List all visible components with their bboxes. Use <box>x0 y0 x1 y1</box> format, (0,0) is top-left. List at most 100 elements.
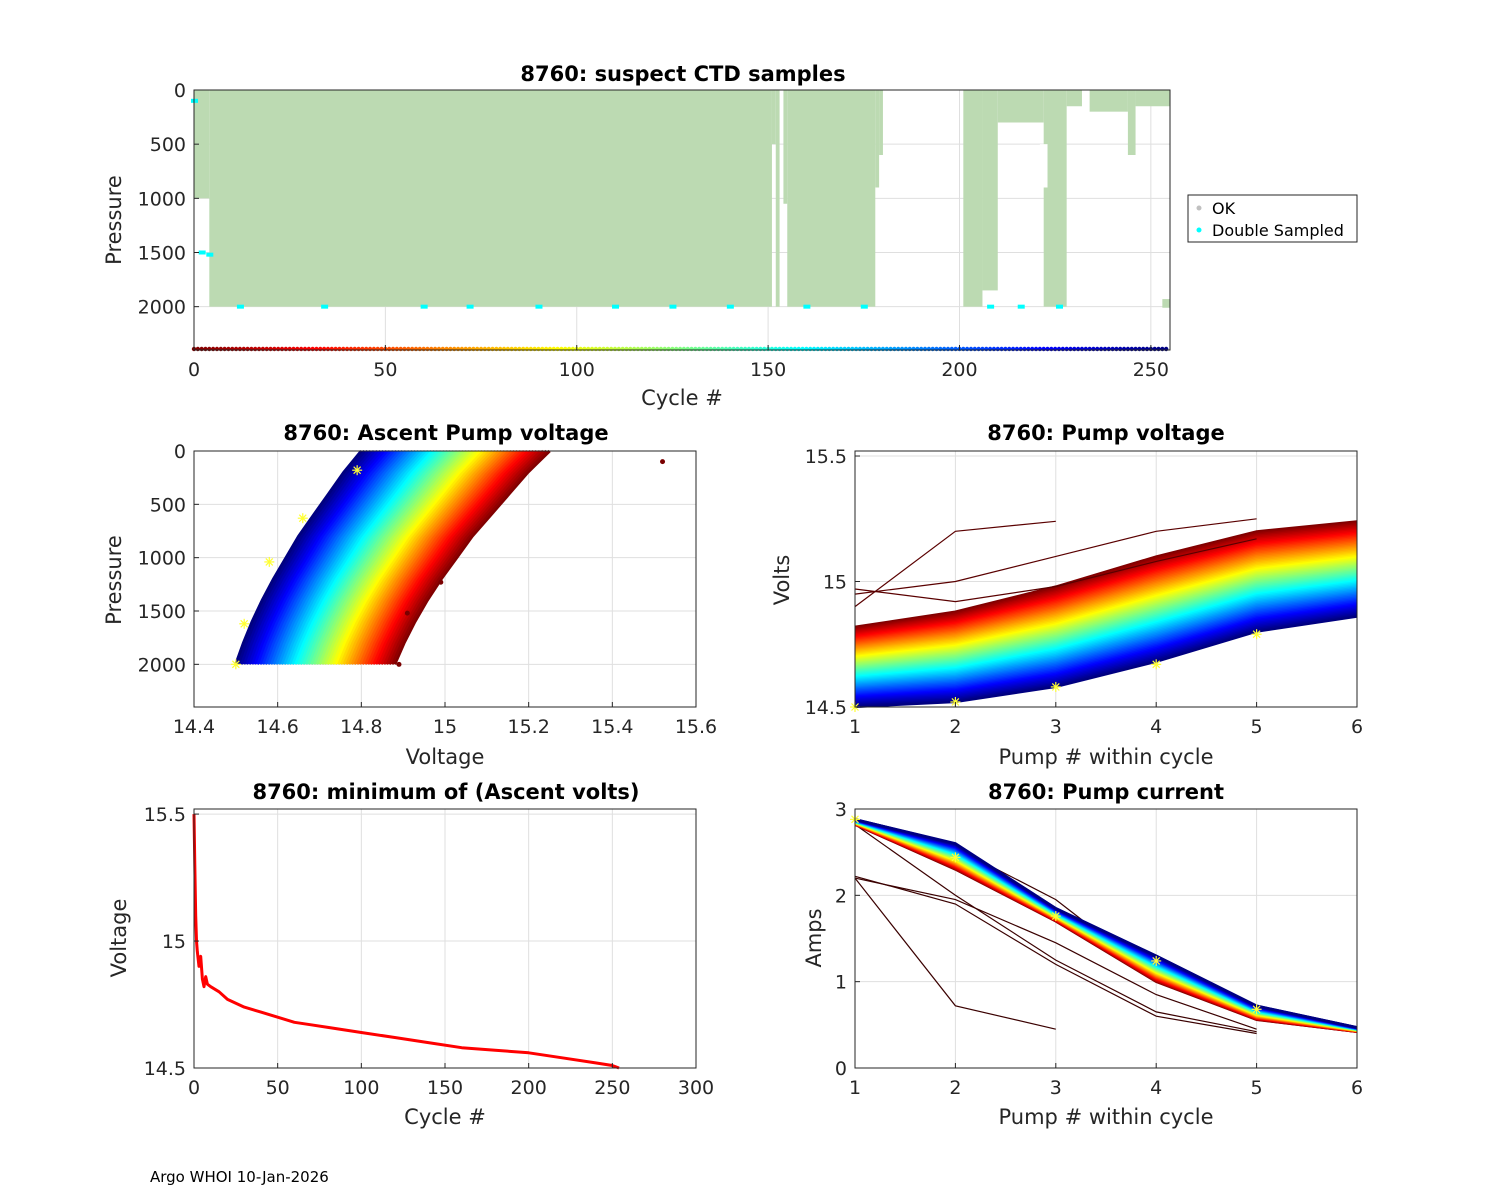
cycle-color-marker <box>582 346 587 352</box>
cycle-color-marker <box>697 346 702 352</box>
cycle-color-marker <box>907 346 912 352</box>
cycle-color-marker <box>1037 346 1043 352</box>
ascent-profile-line <box>299 449 440 665</box>
pump-voltage-cycle-line <box>854 558 1358 661</box>
pump-voltage-cycle-line <box>854 520 1358 628</box>
ascent-x-tick-label: 15.4 <box>591 716 633 738</box>
ascent-y-tick-label: 2000 <box>138 654 186 676</box>
ascent-y-tick-label: 0 <box>174 441 186 463</box>
ctd-x-tick-label: 200 <box>941 359 977 381</box>
cycle-color-marker <box>823 346 828 352</box>
pump-voltage-cycle-line <box>854 549 1358 653</box>
ascent-profile-line <box>266 450 401 665</box>
cycle-color-marker <box>811 346 817 352</box>
ascent-profile-line <box>296 449 436 665</box>
cycle-color-marker <box>256 346 262 352</box>
cycle-color-marker <box>1010 346 1016 352</box>
double-sampled-point <box>860 304 868 309</box>
cycle-color-marker <box>762 346 767 352</box>
cycle-color-marker <box>344 346 350 352</box>
cycle-color-marker <box>291 346 296 352</box>
pump-voltage-cycle-line <box>854 586 1358 684</box>
cycle-color-marker <box>1121 346 1127 352</box>
ascent-profile-line <box>258 450 392 665</box>
cycle-color-marker <box>987 346 993 352</box>
pump-current-cycle-line <box>854 818 1358 1029</box>
ascent-y-tick-label: 500 <box>150 494 186 516</box>
ascent-latest-cycle-marker <box>297 513 308 524</box>
ok-sample-band <box>982 90 998 291</box>
cycle-color-marker <box>1163 346 1169 352</box>
cycle-color-marker <box>1022 346 1027 352</box>
cycle-color-marker <box>421 346 426 352</box>
cycle-color-marker <box>520 346 526 352</box>
pump-voltage-cycle-line <box>854 601 1358 697</box>
legend-double-sampled-marker <box>1196 227 1202 233</box>
ascent-profile-line <box>390 449 548 665</box>
pumpc-axes-frame <box>854 808 1358 1069</box>
ctd-x-tick-label: 0 <box>188 359 200 381</box>
cycle-color-marker <box>827 346 832 352</box>
pumpv-y-tick-label: 15 <box>823 572 847 594</box>
cycle-color-marker <box>1033 346 1039 352</box>
ascent-tick-layer: 14.4 14.6 14.8 15 15.2 15.4 15.6 0 500 1000 1500 20… <box>138 441 718 738</box>
pump-voltage-cycle-line <box>854 576 1358 676</box>
cycle-color-marker <box>876 346 882 352</box>
cycle-color-marker <box>390 346 396 352</box>
pump-voltage-cycle-line <box>854 527 1358 634</box>
cycle-color-marker <box>670 346 675 352</box>
ctd-x-tick-label: 250 <box>1133 359 1169 381</box>
cycle-color-marker <box>674 346 679 352</box>
cycle-color-marker <box>922 346 928 352</box>
minv-tick-layer: 0 50 100 150 200 250 300 14.5 15 15.5 <box>144 804 714 1099</box>
pump-voltage-cycle-line <box>854 603 1358 698</box>
minv-x-tick-label: 50 <box>266 1077 290 1099</box>
pump-voltage-cycle-line <box>854 614 1358 707</box>
cycle-color-marker <box>850 346 855 352</box>
cycle-color-marker <box>1030 346 1035 352</box>
pumpc-y-tick-label: 2 <box>835 885 847 907</box>
cycle-color-marker <box>195 346 201 352</box>
ctd-data-layer <box>191 90 1170 352</box>
ascent-x-tick-label: 15 <box>433 716 457 738</box>
cycle-color-marker <box>915 346 920 352</box>
cycle-color-marker <box>842 346 847 352</box>
ctd-y-tick-label: 1500 <box>138 243 186 265</box>
pumpv-x-tick-label: 2 <box>949 716 961 738</box>
pump-voltage-cycle-line <box>854 542 1358 647</box>
minv-x-axis-label: Cycle # <box>404 1105 486 1129</box>
cycle-color-marker <box>777 346 782 352</box>
cycle-color-marker <box>333 346 338 352</box>
cycle-color-marker <box>785 346 790 352</box>
cycle-color-marker <box>624 346 629 352</box>
pump-voltage-cycle-line <box>854 575 1358 675</box>
cycle-color-marker <box>264 346 269 352</box>
cycle-color-marker <box>991 346 997 352</box>
pump-voltage-cycle-line <box>854 538 1358 643</box>
cycle-color-marker <box>739 346 744 352</box>
cycle-color-marker <box>547 346 553 352</box>
minv-y-tick-label: 15.5 <box>144 804 186 826</box>
pump-voltage-cycle-line <box>854 553 1358 656</box>
cycle-color-marker <box>1106 346 1111 352</box>
ascent-profile-line <box>250 450 382 665</box>
pump-voltage-cycle-line <box>854 592 1358 689</box>
ctd-x-tick-label: 50 <box>373 359 397 381</box>
minv-x-tick-label: 0 <box>188 1077 200 1099</box>
cycle-color-marker <box>1056 346 1062 352</box>
pumpc-y-tick-label: 3 <box>835 799 847 821</box>
pump-voltage-cycle-line <box>854 610 1358 704</box>
pumpv-axes-frame <box>854 450 1358 708</box>
cycle-color-marker <box>455 346 461 352</box>
pump-voltage-latest-marker <box>1251 629 1262 640</box>
ascent-profile-line <box>369 449 522 665</box>
ascent-profile-line <box>309 449 452 665</box>
ascent-profile-line <box>234 450 363 665</box>
pump-voltage-cycle-line <box>854 535 1358 641</box>
cycle-color-marker <box>1018 346 1023 352</box>
ascent-profile-line <box>301 449 443 665</box>
ascent-x-axis-label: Voltage <box>406 745 485 769</box>
ascent-profile-line <box>277 450 414 665</box>
pump-voltage-cycle-line <box>854 599 1358 695</box>
minv-data-layer <box>192 814 620 1070</box>
